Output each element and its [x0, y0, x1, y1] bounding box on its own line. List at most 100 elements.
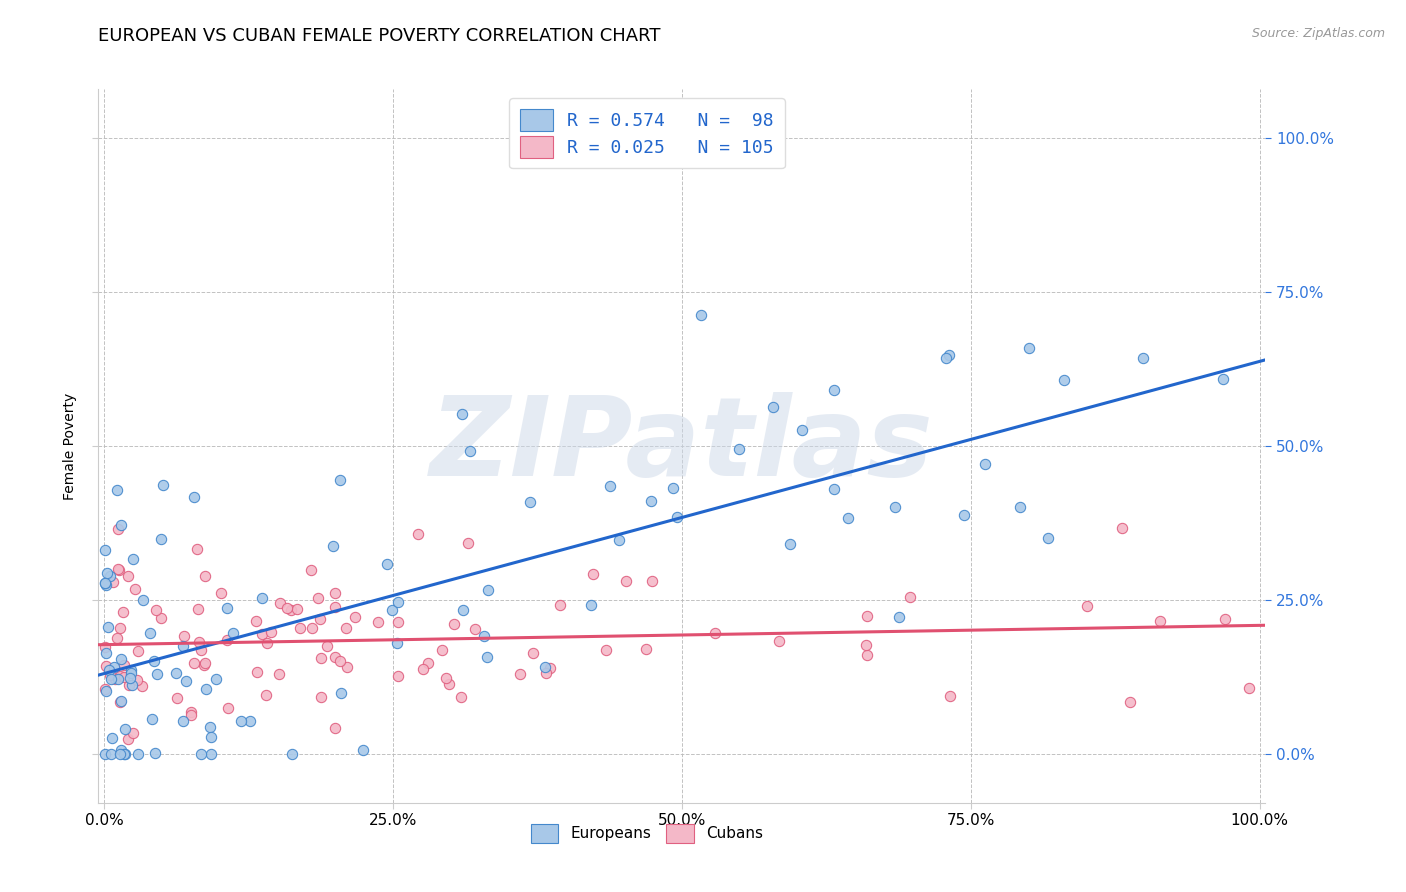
Point	[330, 686, 353, 700]
Point	[173, 629, 195, 643]
Point	[290, 621, 312, 635]
Point	[96, 566, 118, 581]
Point	[117, 568, 139, 582]
Point	[309, 690, 332, 704]
Point	[190, 643, 212, 657]
Point	[823, 482, 845, 496]
Point	[1239, 681, 1261, 695]
Point	[94, 543, 117, 558]
Point	[856, 609, 879, 624]
Point	[281, 747, 304, 761]
Point	[94, 658, 117, 673]
Point	[1008, 500, 1031, 514]
Point	[437, 677, 460, 691]
Point	[323, 600, 346, 615]
Point	[477, 582, 499, 597]
Point	[188, 635, 211, 649]
Point	[309, 611, 332, 625]
Text: ZIPatlas: ZIPatlas	[430, 392, 934, 500]
Point	[187, 602, 209, 616]
Point	[101, 574, 124, 589]
Point	[285, 602, 308, 616]
Point	[1119, 695, 1142, 709]
Point	[451, 603, 474, 617]
Point	[122, 551, 145, 566]
Point	[103, 659, 125, 673]
Point	[127, 673, 149, 688]
Point	[194, 681, 217, 696]
Point	[110, 518, 132, 533]
Point	[139, 625, 162, 640]
Point	[98, 663, 121, 677]
Point	[299, 563, 322, 577]
Point	[344, 610, 367, 624]
Point	[855, 638, 877, 652]
Point	[107, 522, 129, 536]
Point	[856, 648, 879, 662]
Point	[375, 557, 398, 571]
Point	[107, 562, 129, 576]
Point	[209, 586, 232, 600]
Point	[200, 747, 222, 761]
Point	[252, 591, 274, 606]
Point	[180, 706, 202, 720]
Point	[141, 713, 163, 727]
Point	[1215, 612, 1237, 626]
Point	[973, 457, 995, 471]
Point	[229, 714, 252, 728]
Point	[519, 494, 541, 508]
Point	[172, 640, 194, 654]
Point	[837, 510, 859, 524]
Point	[165, 665, 187, 680]
Point	[522, 646, 544, 660]
Point	[451, 407, 474, 421]
Point	[96, 646, 118, 660]
Point	[385, 636, 408, 650]
Point	[381, 602, 404, 616]
Point	[107, 562, 129, 576]
Point	[443, 616, 465, 631]
Point	[176, 674, 198, 689]
Point	[534, 665, 557, 680]
Point	[94, 747, 117, 761]
Point	[112, 747, 135, 761]
Point	[323, 586, 346, 600]
Point	[110, 651, 132, 665]
Point	[110, 693, 132, 707]
Point	[166, 691, 188, 706]
Point	[309, 650, 332, 665]
Point	[434, 671, 457, 685]
Point	[145, 602, 167, 616]
Point	[953, 508, 976, 522]
Point	[118, 671, 141, 685]
Point	[245, 615, 267, 629]
Point	[595, 642, 617, 657]
Point	[1149, 615, 1171, 629]
Point	[111, 605, 134, 619]
Point	[614, 574, 637, 588]
Point	[94, 575, 117, 590]
Point	[104, 672, 127, 686]
Point	[183, 490, 205, 504]
Point	[246, 665, 269, 679]
Point	[149, 533, 172, 547]
Point	[703, 626, 725, 640]
Point	[1132, 351, 1154, 366]
Point	[533, 660, 555, 674]
Point	[108, 695, 131, 709]
Point	[190, 747, 212, 761]
Point	[131, 593, 153, 607]
Point	[1018, 341, 1040, 355]
Point	[108, 669, 131, 683]
Point	[1212, 372, 1234, 386]
Point	[215, 601, 238, 615]
Point	[636, 642, 658, 657]
Point	[352, 743, 374, 757]
Point	[406, 527, 429, 541]
Point	[256, 636, 278, 650]
Point	[200, 730, 222, 744]
Point	[150, 611, 173, 625]
Point	[121, 726, 143, 740]
Point	[94, 684, 117, 698]
Point	[935, 351, 957, 365]
